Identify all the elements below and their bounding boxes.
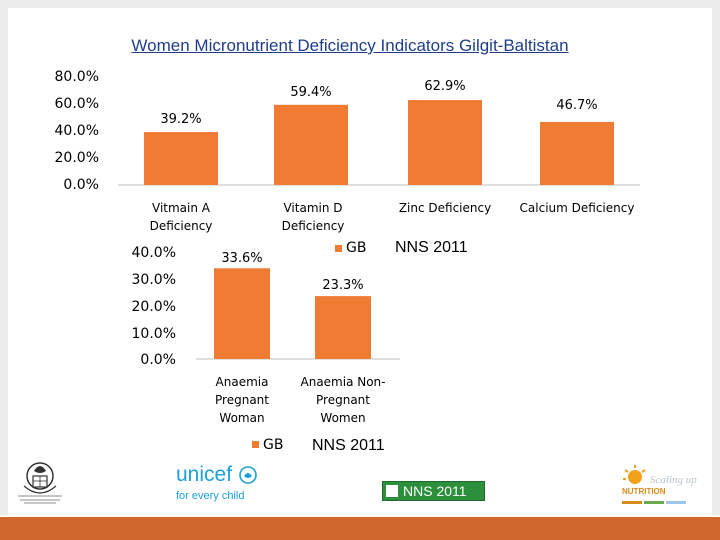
y-tick: 60.0%: [55, 96, 99, 112]
value-label: 33.6%: [221, 251, 262, 266]
frame-left: [0, 0, 8, 515]
chart-micronutrients: 0.0% 20.0% 40.0% 60.0% 80.0% 39.2% 59.4%…: [55, 69, 640, 256]
category-label: Vitmain A Deficiency: [150, 201, 213, 233]
bars-2: [214, 268, 371, 359]
y-tick: 30.0%: [132, 272, 176, 288]
value-label: 59.4%: [290, 85, 331, 100]
category-label: Calcium Deficiency: [520, 201, 635, 215]
category-label: Anaemia Pregnant Woman: [215, 375, 269, 425]
value-labels-2: 33.6% 23.3%: [221, 251, 363, 293]
bar-anaemia-non-pregnant-women: [315, 296, 371, 359]
frame-top: [0, 0, 720, 8]
nns-logo-text: NNS 2011: [403, 483, 467, 499]
unicef-tagline: for every child: [176, 490, 245, 502]
y-tick: 0.0%: [63, 177, 99, 193]
bar-calcium-deficiency: [540, 121, 614, 185]
y-tick: 20.0%: [55, 150, 99, 166]
category-labels-2: Anaemia Pregnant Woman Anaemia Non-Pregnan…: [215, 375, 385, 425]
value-label: 23.3%: [322, 278, 363, 293]
bar-zinc-deficiency: [408, 100, 482, 185]
y-axis-ticks-2: 0.0% 10.0% 20.0% 30.0% 40.0%: [132, 245, 176, 368]
sun-logo-scaling: Scaling up: [650, 474, 697, 486]
sun-logo-nutrition: NUTRITION: [622, 487, 666, 496]
legend-swatch-1: [335, 245, 342, 252]
sun-logo-icon: [623, 465, 646, 484]
y-tick: 80.0%: [55, 69, 99, 85]
source-label-2: NNS 2011: [312, 437, 385, 454]
unicef-globe-icon: [239, 466, 257, 484]
nns-logo: NNS 2011: [382, 481, 485, 501]
legend-label-1: GB: [346, 240, 366, 256]
bottom-bar: [0, 517, 720, 540]
value-labels-1: 39.2% 59.4% 62.9% 46.7%: [160, 79, 597, 127]
y-axis-ticks-1: 0.0% 20.0% 40.0% 60.0% 80.0%: [55, 69, 99, 193]
bar-vitamin-d-deficiency: [274, 104, 348, 185]
legend-label-2: GB: [263, 437, 283, 453]
category-label: Anaemia Non-Pregnant Women: [301, 375, 386, 425]
value-label: 62.9%: [424, 79, 465, 94]
unicef-logo-text: unicef: [176, 463, 233, 486]
source-label-1: NNS 2011: [395, 239, 468, 256]
bar-vitmain-a-deficiency: [144, 132, 218, 185]
category-label: Zinc Deficiency: [399, 201, 491, 215]
y-tick: 40.0%: [55, 123, 99, 139]
y-tick: 10.0%: [132, 326, 176, 342]
value-label: 46.7%: [556, 98, 597, 113]
sun-logo-strip: [622, 501, 686, 504]
bars-1: [144, 100, 614, 185]
category-label: Vitamin D Deficiency: [282, 201, 345, 233]
y-tick: 20.0%: [132, 299, 176, 315]
bar-anaemia-pregnant-woman: [214, 268, 270, 359]
frame-right: [712, 0, 720, 515]
slide-title: Women Micronutrient Deficiency Indicator…: [131, 36, 569, 55]
y-tick: 0.0%: [140, 352, 176, 368]
flag-icon: [385, 484, 399, 498]
value-label: 39.2%: [160, 112, 201, 127]
government-emblem: [18, 462, 62, 504]
legend-swatch-2: [252, 441, 259, 448]
category-labels-1: Vitmain A Deficiency Vitamin D Deficiency …: [150, 201, 635, 233]
